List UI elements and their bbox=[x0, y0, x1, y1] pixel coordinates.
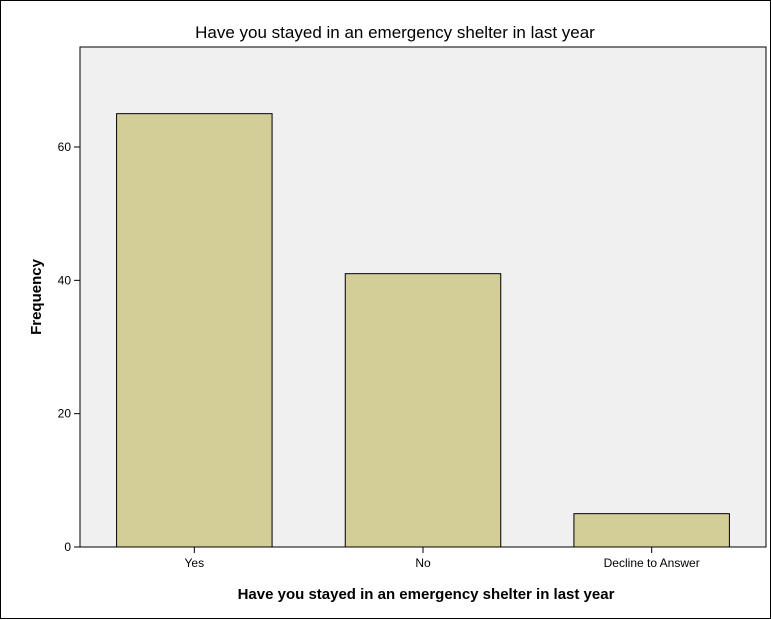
y-axis: 0 20 40 60 bbox=[58, 140, 80, 554]
x-tick-label: No bbox=[415, 556, 431, 570]
y-tick-label: 0 bbox=[64, 540, 71, 554]
y-axis-label: Frequency bbox=[28, 258, 45, 335]
chart-title: Have you stayed in an emergency shelter … bbox=[195, 23, 595, 42]
y-tick-label: 60 bbox=[58, 140, 72, 154]
y-tick-label: 40 bbox=[58, 273, 72, 287]
bar-yes bbox=[116, 113, 273, 548]
x-tick-label: Decline to Answer bbox=[604, 556, 700, 570]
x-axis-label: Have you stayed in an emergency shelter … bbox=[238, 586, 615, 603]
x-tick-label: Yes bbox=[185, 556, 205, 570]
bar-no bbox=[344, 273, 502, 548]
x-axis: Yes No Decline to Answer bbox=[185, 547, 700, 570]
bar-decline-to-answer bbox=[573, 513, 730, 548]
y-tick-label: 20 bbox=[58, 407, 72, 421]
